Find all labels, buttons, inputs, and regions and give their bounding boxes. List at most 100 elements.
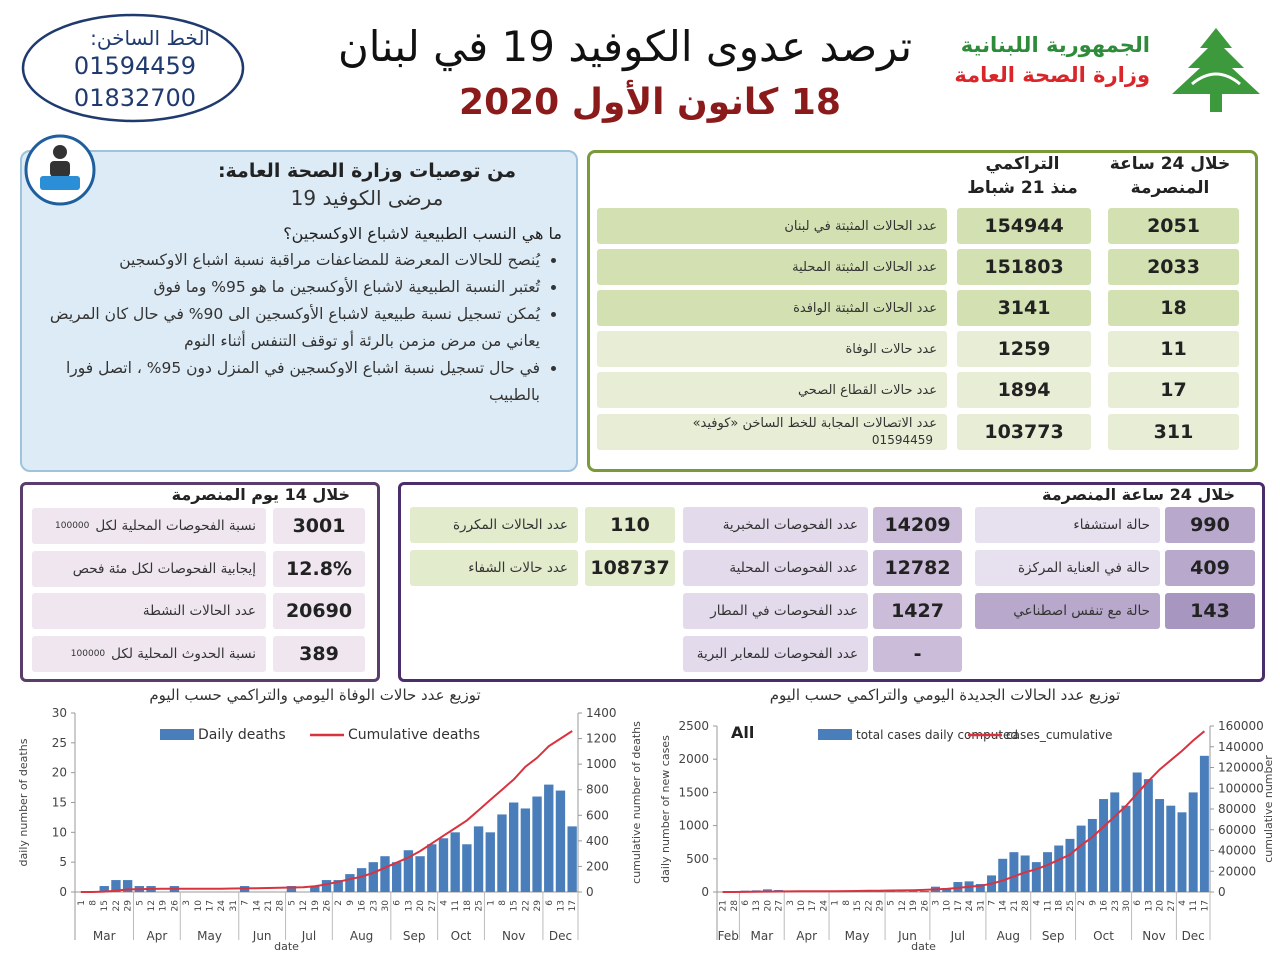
- summary-header-line: المنصرمة: [1130, 178, 1210, 198]
- rec-bullet: تُعتبر النسبة الطبيعية لاشباع الأوكسجين …: [32, 274, 540, 301]
- x-tick-label: 7: [241, 900, 251, 906]
- x-tick-label: 1: [77, 900, 87, 906]
- summary-daily: 18: [1108, 290, 1239, 326]
- chart-annotation: All: [731, 723, 754, 742]
- x-tick-label: 13: [404, 900, 414, 911]
- y2-tick-label: 200: [586, 859, 609, 873]
- summary-cumulative: 103773: [957, 414, 1091, 450]
- last24-label: عدد الفحوصات للمعابر البرية: [683, 636, 868, 672]
- y2-tick-label: 40000: [1218, 844, 1256, 858]
- summary-label: عدد حالات القطاع الصحي: [597, 372, 947, 408]
- rec-subtitle: مرضى الكوفيد 19: [290, 186, 444, 210]
- title: ترصد عدوى الكوفيد 19 في لبنان: [337, 22, 913, 71]
- fourteen-value: 389: [273, 635, 365, 672]
- bar: [1009, 852, 1019, 892]
- y2-axis-label: cumulative number: [1262, 755, 1275, 863]
- summary-cumulative: 151803: [957, 249, 1091, 285]
- month-label: Dec: [1182, 929, 1205, 943]
- bar: [520, 808, 531, 892]
- bar: [1199, 755, 1209, 892]
- y-tick-label: 5: [59, 855, 67, 869]
- y2-tick-label: 800: [586, 783, 609, 797]
- bar: [462, 844, 472, 892]
- y2-tick-label: 1400: [586, 706, 617, 720]
- month-label: May: [845, 929, 870, 943]
- x-tick-label: 29: [533, 900, 543, 912]
- y2-axis-label: cumulative number of deaths: [630, 721, 643, 884]
- date: 18 كانون الأول 2020: [459, 82, 841, 123]
- month-label: Nov: [1142, 929, 1165, 943]
- bar: [544, 784, 554, 892]
- rec-title: من توصيات وزارة الصحة العامة:: [217, 160, 517, 182]
- x-tick-label: 5: [135, 900, 145, 906]
- y2-tick-label: 600: [586, 808, 609, 822]
- month-label: Dec: [549, 929, 572, 943]
- bar: [998, 858, 1008, 892]
- last24-label: حالة استشفاء: [975, 507, 1160, 543]
- x-tick-label: 1: [831, 900, 841, 906]
- y2-tick-label: 0: [586, 885, 594, 899]
- last24-value: 143: [1165, 593, 1255, 629]
- x-tick-label: 30: [1122, 900, 1132, 912]
- x-tick-label: 21: [719, 900, 729, 911]
- x-tick-label: 18: [1055, 900, 1065, 912]
- x-tick-label: 17: [568, 900, 578, 911]
- hotline-number: 01594459: [73, 52, 197, 80]
- month-label: Sep: [1042, 929, 1065, 943]
- x-tick-label: 12: [147, 900, 157, 911]
- summary-label-text: عدد الحالات المثبتة الوافدة: [793, 300, 937, 316]
- x-tick-label: 25: [1066, 900, 1076, 911]
- x-tick-label: 9: [1088, 900, 1098, 906]
- fourteen-label: إيجابية الفحوصات لكل مئة فحص: [32, 550, 266, 587]
- recommendations: من توصيات وزارة الصحة العامة: مرضى الكوف…: [20, 150, 578, 472]
- x-tick-label: 11: [1044, 900, 1054, 911]
- y2-tick-label: 0: [1218, 885, 1226, 899]
- y-axis-label: daily number of deaths: [17, 738, 30, 866]
- x-tick-label: 20: [1156, 900, 1166, 912]
- last24-value: 110: [585, 507, 675, 543]
- month-label: May: [197, 929, 222, 943]
- summary-header-line: خلال 24 ساعة: [1109, 154, 1231, 174]
- fourteen-label-small: 100000: [70, 648, 106, 659]
- summary-cumulative: 154944: [957, 208, 1091, 244]
- x-tick-label: 8: [89, 900, 99, 906]
- month-label: Jun: [897, 929, 917, 943]
- legend-label: total cases daily computed: [856, 728, 1018, 742]
- x-tick-label: 8: [498, 900, 508, 906]
- x-tick-label: 2: [334, 900, 344, 906]
- x-tick-label: 17: [954, 900, 964, 911]
- last24-label: عدد الفحوصات في المطار: [683, 593, 868, 629]
- bar: [555, 790, 566, 892]
- y2-tick-label: 60000: [1218, 823, 1256, 837]
- summary-header: التراكمي منذ 21 شباط: [955, 152, 1090, 200]
- x-tick-label: 13: [556, 900, 566, 911]
- x-tick-label: 28: [276, 900, 286, 912]
- summary-label-text: عدد الحالات المثبتة المحلية: [792, 259, 937, 275]
- month-label: Jun: [252, 929, 272, 943]
- fourteen-label-text: إيجابية الفحوصات لكل مئة فحص: [72, 560, 256, 577]
- x-axis-label: date: [911, 940, 936, 953]
- x-tick-label: 26: [323, 900, 333, 912]
- rec-bullet: في حال تسجيل نسبة اشباع الاوكسجين في الم…: [32, 355, 540, 409]
- bar: [473, 826, 484, 892]
- x-axis-label: date: [274, 940, 299, 953]
- x-tick-label: 14: [252, 900, 262, 912]
- x-tick-label: 21: [264, 900, 274, 911]
- y2-tick-label: 100000: [1218, 781, 1264, 795]
- last24-label: عدد الفحوصات المحلية: [683, 550, 868, 586]
- bar: [1020, 855, 1030, 892]
- x-tick-label: 18: [463, 900, 473, 912]
- x-tick-label: 24: [819, 900, 829, 912]
- bar: [392, 862, 402, 892]
- bar: [1177, 812, 1187, 892]
- y-tick-label: 10: [52, 825, 67, 839]
- x-tick-label: 1: [486, 900, 496, 906]
- x-tick-label: 19: [311, 900, 321, 912]
- bar: [532, 796, 542, 892]
- x-tick-label: 3: [182, 900, 192, 906]
- x-tick-label: 19: [159, 900, 169, 912]
- fourteen-label-small: 100000: [55, 521, 90, 531]
- x-tick-label: 16: [1100, 900, 1110, 912]
- ministry-line: وزارة الصحة العامة: [954, 63, 1150, 87]
